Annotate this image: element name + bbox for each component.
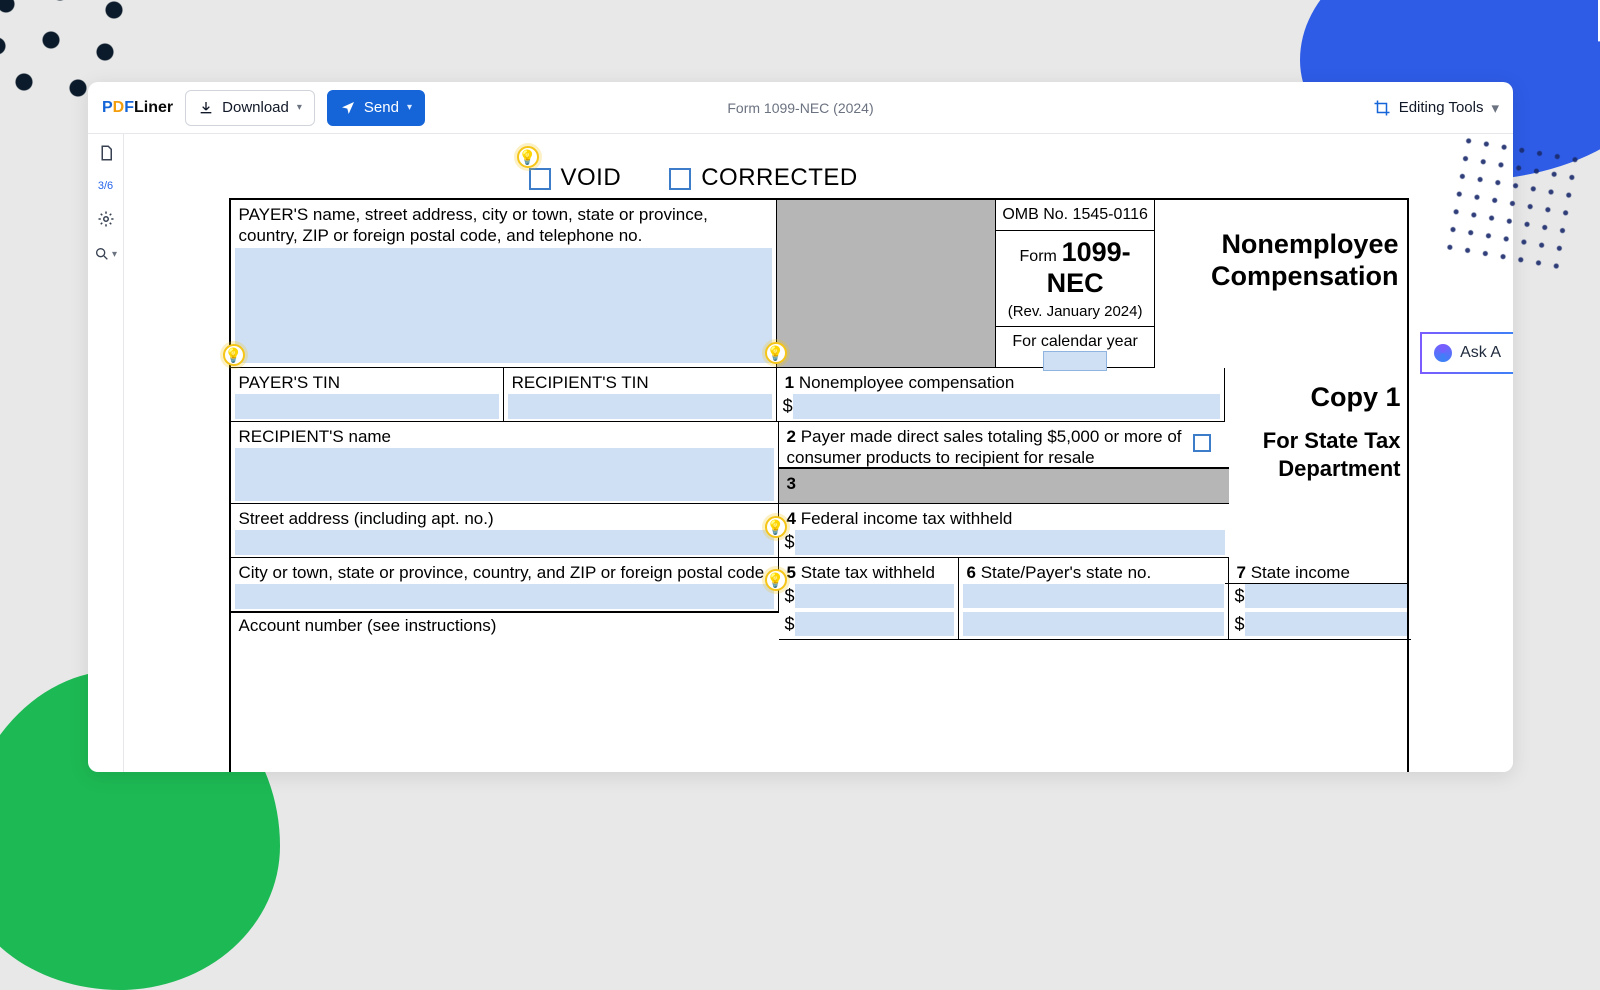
copy1-label: Copy 1: [1225, 382, 1400, 413]
box7-cell[interactable]: 7 State income $ $: [1229, 558, 1411, 640]
copy-block: Copy 1 For State Tax Department: [1225, 368, 1406, 584]
payer-tin-field[interactable]: [235, 394, 499, 419]
recipient-name-label: RECIPIENT'S name: [231, 422, 778, 451]
document-title: Form 1099-NEC (2024): [727, 100, 873, 116]
payer-info-cell[interactable]: PAYER'S name, street address, city or to…: [231, 200, 777, 368]
recipient-name-field[interactable]: [235, 448, 774, 501]
chevron-down-icon: ▾: [112, 249, 117, 260]
sparkle-icon: [1434, 344, 1452, 362]
dollar-sign: $: [785, 532, 795, 553]
search-icon: [94, 246, 110, 262]
editing-tools-label: Editing Tools: [1399, 99, 1484, 116]
form-title-block: Nonemployee Compensation: [1155, 200, 1406, 368]
recipient-tin-field[interactable]: [508, 394, 772, 419]
app-logo[interactable]: PDFLiner: [102, 99, 173, 117]
box5-cell[interactable]: 5 State tax withheld $ $: [779, 558, 959, 640]
account-cell[interactable]: Account number (see instructions): [231, 612, 779, 640]
box1-field[interactable]: [793, 394, 1220, 419]
send-button[interactable]: Send ▾: [327, 90, 425, 126]
toolbar: PDFLiner Download ▾ Send ▾ Form 1099-NEC…: [88, 82, 1513, 134]
calendar-year-label: For calendar year: [1002, 333, 1148, 351]
chevron-down-icon: ▾: [407, 102, 412, 113]
city-field[interactable]: [235, 584, 774, 609]
box2-cell[interactable]: 2 Payer made direct sales totaling $5,00…: [779, 422, 1229, 468]
hint-bulb-icon[interactable]: 💡: [517, 146, 539, 168]
chevron-down-icon: ▾: [1491, 99, 1499, 117]
side-toolbar: 3/6 ▾: [88, 134, 124, 772]
recipient-tin-label: RECIPIENT'S TIN: [504, 368, 776, 397]
payer-tin-cell[interactable]: PAYER'S TIN: [231, 368, 504, 422]
corrected-checkbox[interactable]: CORRECTED: [669, 164, 858, 192]
hint-bulb-icon[interactable]: 💡: [765, 342, 787, 364]
street-field[interactable]: [235, 530, 774, 555]
box1-cell[interactable]: 1 Nonemployee compensation $: [777, 368, 1225, 422]
box5-field2[interactable]: [795, 612, 954, 636]
download-label: Download: [222, 99, 289, 116]
recipient-name-cell[interactable]: RECIPIENT'S name: [231, 422, 779, 504]
box6-label: State/Payer's state no.: [981, 563, 1152, 582]
box3-label: 3: [787, 474, 796, 493]
download-icon: [198, 100, 214, 116]
page-icon[interactable]: [97, 144, 115, 162]
box4-field[interactable]: [795, 530, 1225, 555]
gear-icon[interactable]: [97, 210, 115, 228]
send-icon: [340, 100, 356, 116]
decor-navy-dots: [1440, 130, 1579, 269]
page-indicator: 3/6: [98, 180, 113, 192]
payer-tin-label: PAYER'S TIN: [231, 368, 503, 397]
hint-bulb-icon[interactable]: 💡: [223, 344, 245, 366]
box5-field[interactable]: [795, 584, 954, 608]
hint-bulb-icon[interactable]: 💡: [765, 569, 787, 591]
void-checkbox[interactable]: VOID: [529, 164, 622, 192]
city-cell[interactable]: City or town, state or province, country…: [231, 558, 779, 612]
street-cell[interactable]: Street address (including apt. no.): [231, 504, 779, 558]
payer-info-field[interactable]: [235, 248, 772, 363]
box7-label: State income: [1251, 563, 1350, 582]
form-revision: (Rev. January 2024): [1002, 303, 1148, 320]
form-id-block: OMB No. 1545-0116 Form 1099-NEC (Rev. Ja…: [996, 200, 1155, 368]
chevron-down-icon: ▾: [297, 102, 302, 113]
account-label: Account number (see instructions): [231, 613, 779, 640]
box7-field2[interactable]: [1245, 612, 1407, 636]
send-label: Send: [364, 99, 399, 116]
box3-cell: 3: [779, 468, 1229, 504]
gray-block: [777, 200, 996, 368]
download-button[interactable]: Download ▾: [185, 90, 315, 126]
form-1099-nec: 💡 💡 💡 💡 💡 VOID CORRECTED PAYER'S name, s…: [229, 164, 1409, 772]
box4-cell[interactable]: 4 Federal income tax withheld $: [779, 504, 1229, 558]
app-window: PDFLiner Download ▾ Send ▾ Form 1099-NEC…: [88, 82, 1513, 772]
hint-bulb-icon[interactable]: 💡: [765, 516, 787, 538]
document-canvas[interactable]: 💡 💡 💡 💡 💡 VOID CORRECTED PAYER'S name, s…: [124, 134, 1513, 772]
box4-label: Federal income tax withheld: [801, 509, 1013, 528]
omb-number: OMB No. 1545-0116: [996, 200, 1154, 231]
editing-tools-button[interactable]: Editing Tools ▾: [1373, 99, 1499, 117]
form-number: 1099-NEC: [1047, 237, 1131, 298]
payer-info-label: PAYER'S name, street address, city or to…: [231, 200, 776, 251]
zoom-button[interactable]: ▾: [94, 246, 117, 262]
recipient-tin-cell[interactable]: RECIPIENT'S TIN: [504, 368, 777, 422]
box6-field2[interactable]: [963, 612, 1224, 636]
box5-label: State tax withheld: [801, 563, 935, 582]
city-label: City or town, state or province, country…: [231, 558, 778, 587]
box7-field[interactable]: [1245, 584, 1407, 608]
street-label: Street address (including apt. no.): [231, 504, 778, 533]
box6-field[interactable]: [963, 584, 1224, 608]
box1-label: Nonemployee compensation: [799, 373, 1014, 392]
box2-checkbox[interactable]: [1193, 434, 1211, 452]
crop-icon: [1373, 99, 1391, 117]
box2-label: Payer made direct sales totaling $5,000 …: [787, 427, 1182, 467]
pdf-icon: [1584, 0, 1600, 46]
ask-ai-button[interactable]: Ask A: [1420, 332, 1513, 374]
ask-ai-label: Ask A: [1460, 344, 1501, 362]
box6-cell[interactable]: 6 State/Payer's state no.: [959, 558, 1229, 640]
dollar-sign: $: [783, 396, 793, 417]
